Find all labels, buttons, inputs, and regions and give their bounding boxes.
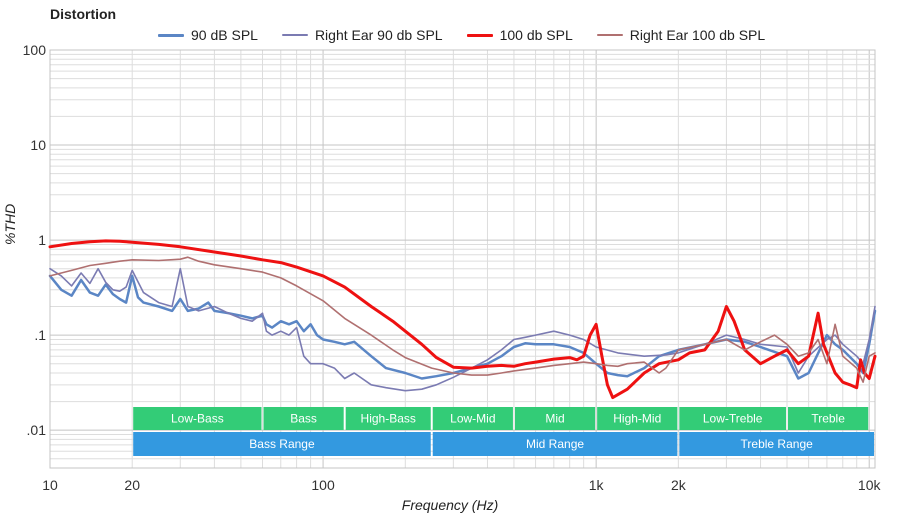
legend-label-100db: 100 db SPL (499, 27, 573, 43)
band-label: Bass (290, 412, 317, 426)
band-label: Treble Range (741, 437, 814, 451)
legend-item-100db[interactable]: 100 db SPL (466, 27, 573, 43)
band-label: Low-Mid (450, 412, 495, 426)
x-tick-label: 10 (42, 477, 58, 493)
band-low-bass (133, 407, 262, 430)
band-label: Mid (545, 412, 564, 426)
y-tick-label: 10 (30, 137, 46, 153)
series-line-right-ear-90-db-spl (49, 267, 876, 392)
series-line-90-db-spl (48, 274, 877, 380)
x-tick-label: 100 (311, 477, 335, 493)
band-label: Low-Treble (703, 412, 763, 426)
band-low-treble (679, 407, 787, 430)
legend-swatch-right-100db (596, 34, 623, 36)
band-label: High-Bass (361, 412, 416, 426)
legend-item-90db[interactable]: 90 dB SPL (158, 27, 258, 43)
legend-label-right-90db: Right Ear 90 db SPL (314, 27, 443, 43)
band-label: Low-Bass (171, 412, 224, 426)
series-line-100-db-spl (48, 239, 877, 400)
band-mid-range (432, 432, 678, 456)
y-tick-label: 100 (23, 42, 47, 58)
band-label: Mid Range (526, 437, 584, 451)
x-tick-label: 1k (589, 477, 605, 493)
y-tick-label: .1 (34, 327, 46, 343)
band-bass-range (133, 432, 431, 456)
y-tick-label: .01 (27, 422, 47, 438)
chart-title: Distortion (50, 6, 117, 22)
band-high-mid (597, 407, 678, 430)
series-line-right-ear-100-db-spl (49, 256, 876, 383)
band-label: Bass Range (249, 437, 315, 451)
x-axis-label: Frequency (Hz) (401, 497, 499, 513)
band-label: High-Mid (613, 412, 661, 426)
band-treble (788, 407, 869, 430)
band-label: Treble (811, 412, 845, 426)
series-lines (48, 239, 877, 400)
axis-ticks: 10 20 100 1k 2k 10k 100 10 1 .1 .01 (23, 42, 882, 493)
band-mid (514, 407, 596, 430)
band-bass (263, 407, 344, 430)
legend: 90 dB SPL Right Ear 90 db SPL 100 db SPL… (158, 27, 765, 43)
band-high-bass (345, 407, 431, 430)
y-tick-label: 1 (38, 232, 46, 248)
x-tick-label: 2k (671, 477, 687, 493)
band-low-mid (432, 407, 513, 430)
x-tick-label: 10k (858, 477, 882, 493)
plot-frame (49, 49, 876, 469)
grid (49, 49, 876, 469)
legend-label-right-100db: Right Ear 100 db SPL (629, 27, 766, 43)
y-axis-label: %THD (2, 203, 18, 245)
legend-swatch-100db (466, 33, 493, 37)
frequency-bands: Low-Bass Bass High-Bass Low-Mid Mid High-Mid L… (133, 407, 874, 456)
legend-item-right-100db[interactable]: Right Ear 100 db SPL (596, 27, 766, 43)
legend-label-90db: 90 dB SPL (191, 27, 258, 43)
band-treble-range (679, 432, 874, 456)
x-tick-label: 20 (124, 477, 140, 493)
legend-item-right-90db[interactable]: Right Ear 90 db SPL (281, 27, 443, 43)
legend-swatch-90db (158, 33, 184, 37)
legend-swatch-right-90db (281, 34, 308, 36)
